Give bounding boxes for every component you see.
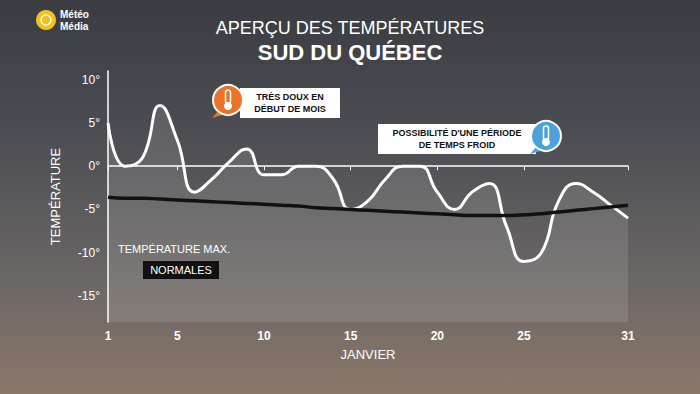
svg-text:5°: 5° xyxy=(89,116,101,130)
svg-text:SUD DU QUÉBEC: SUD DU QUÉBEC xyxy=(258,40,443,65)
svg-text:-15°: -15° xyxy=(78,289,100,303)
svg-text:-10°: -10° xyxy=(78,246,100,260)
svg-text:JANVIER: JANVIER xyxy=(341,347,396,362)
svg-text:-5°: -5° xyxy=(85,202,101,216)
svg-text:5: 5 xyxy=(174,329,181,343)
svg-text:TEMPÉRATURE: TEMPÉRATURE xyxy=(48,148,63,246)
svg-text:POSSIBILITÉ D'UNE PÉRIODE: POSSIBILITÉ D'UNE PÉRIODE xyxy=(392,128,521,138)
svg-text:10°: 10° xyxy=(82,73,100,87)
svg-text:TEMPÉRATURE MAX.: TEMPÉRATURE MAX. xyxy=(118,243,230,255)
svg-text:15: 15 xyxy=(344,329,358,343)
svg-text:25: 25 xyxy=(517,329,531,343)
svg-text:20: 20 xyxy=(431,329,445,343)
svg-text:TRÈS DOUX EN: TRÈS DOUX EN xyxy=(256,92,324,102)
svg-text:31: 31 xyxy=(621,329,635,343)
svg-text:1: 1 xyxy=(105,329,112,343)
svg-text:DÉBUT DE MOIS: DÉBUT DE MOIS xyxy=(254,104,326,114)
svg-text:Média: Média xyxy=(60,21,89,32)
svg-text:0°: 0° xyxy=(89,159,101,173)
svg-text:APERÇU DES TEMPÉRATURES: APERÇU DES TEMPÉRATURES xyxy=(216,18,484,38)
svg-text:NORMALES: NORMALES xyxy=(150,264,212,276)
svg-text:Météo: Météo xyxy=(60,9,89,20)
svg-text:10: 10 xyxy=(257,329,271,343)
svg-text:DE TEMPS FROID: DE TEMPS FROID xyxy=(419,140,496,150)
